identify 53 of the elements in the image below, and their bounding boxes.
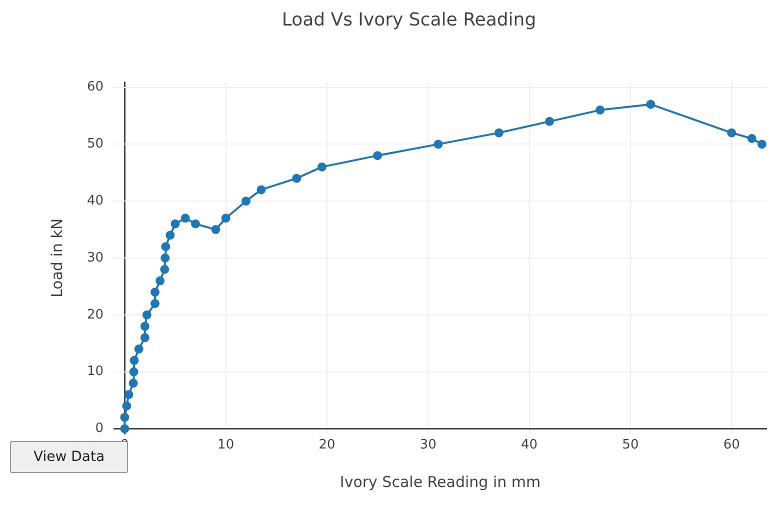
point	[373, 151, 382, 160]
point	[757, 140, 766, 149]
point	[317, 162, 326, 172]
point	[150, 299, 160, 308]
point	[160, 254, 170, 262]
point	[434, 140, 443, 149]
point	[170, 219, 180, 228]
point	[545, 116, 554, 126]
point	[161, 242, 170, 252]
x-tick-label: 30	[420, 438, 436, 453]
x-tick-label: 40	[521, 438, 538, 453]
y-tick-label: 30	[86, 250, 104, 266]
point	[180, 214, 190, 223]
point	[242, 196, 251, 206]
point	[122, 401, 132, 410]
point	[134, 344, 144, 354]
point	[120, 424, 130, 434]
y-tick-label: 40	[86, 193, 104, 208]
point	[646, 100, 656, 109]
y-tick-label: 60	[86, 80, 104, 95]
y-tick-label: 0	[95, 421, 104, 436]
point	[128, 378, 138, 388]
chart-title: Load Vs Ivory Scale Reading	[282, 9, 536, 30]
point	[129, 367, 138, 376]
point	[160, 264, 170, 274]
y-tick-label: 10	[86, 364, 104, 380]
point	[596, 106, 605, 115]
y-tick-label: 20	[86, 307, 104, 322]
point	[190, 219, 200, 228]
x-tick-label: 60	[723, 438, 740, 453]
x-tick-label: 10	[218, 438, 234, 453]
y-tick-label: 50	[86, 136, 104, 152]
point	[124, 390, 134, 400]
x-tick-label: 50	[622, 438, 639, 453]
point	[150, 288, 160, 297]
x-tick-label: 20	[318, 438, 336, 453]
point	[140, 333, 150, 342]
point	[140, 322, 150, 331]
view-data-button: View Data	[10, 441, 128, 473]
point	[494, 128, 504, 138]
point	[142, 310, 152, 320]
point	[221, 214, 230, 223]
y-axis-title: Load in kN	[48, 218, 66, 298]
x-axis-title: Ivory Scale Reading in mm	[340, 472, 541, 491]
point	[211, 225, 220, 234]
point	[256, 185, 266, 194]
point	[747, 134, 756, 144]
point	[120, 412, 130, 422]
point	[727, 128, 736, 138]
point	[292, 174, 302, 183]
point	[130, 356, 139, 365]
point	[156, 276, 165, 286]
point	[166, 230, 175, 240]
